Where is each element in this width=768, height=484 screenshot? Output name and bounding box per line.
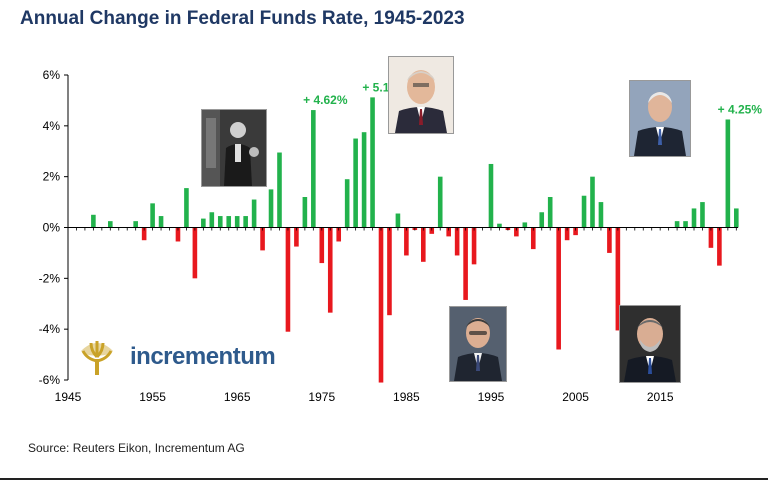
bar-1972 bbox=[294, 227, 299, 247]
bar-1988 bbox=[429, 227, 435, 234]
data-label: + 4.25% bbox=[718, 102, 763, 116]
bar-1979 bbox=[353, 138, 358, 228]
bar-2022 bbox=[717, 227, 722, 266]
chart-title: Annual Change in Federal Funds Rate, 194… bbox=[20, 8, 465, 29]
bar-1974 bbox=[311, 110, 316, 228]
portrait-greenspan-photo bbox=[449, 306, 507, 382]
bar-1963 bbox=[217, 216, 223, 228]
tree-icon bbox=[77, 337, 117, 377]
bar-1969 bbox=[268, 189, 274, 228]
x-tick-label: 1975 bbox=[308, 390, 335, 404]
bar-1985 bbox=[404, 227, 409, 256]
bar-1948 bbox=[91, 214, 96, 228]
brand-name: incrementum bbox=[130, 343, 276, 370]
bars-group bbox=[91, 97, 739, 383]
bar-1990 bbox=[446, 227, 451, 237]
bar-1973 bbox=[302, 197, 308, 228]
bar-1970 bbox=[277, 152, 282, 228]
bar-1991 bbox=[454, 227, 460, 256]
bar-1984 bbox=[395, 213, 401, 228]
bar-2019 bbox=[691, 208, 697, 228]
bar-1962 bbox=[209, 212, 215, 228]
bar-2001 bbox=[539, 212, 545, 228]
data-label: + 4.62% bbox=[303, 93, 348, 107]
bar-1977 bbox=[336, 227, 342, 242]
bar-1998 bbox=[514, 227, 519, 237]
bar-2007 bbox=[590, 176, 595, 228]
bar-2020 bbox=[700, 202, 705, 228]
bar-1954 bbox=[141, 227, 147, 241]
bar-1982 bbox=[378, 227, 384, 383]
bar-1956 bbox=[158, 216, 164, 228]
y-tick-label: 2% bbox=[43, 170, 61, 184]
x-tick-label: 2015 bbox=[647, 390, 674, 404]
bar-1993 bbox=[471, 227, 477, 265]
x-tick-label: 1955 bbox=[139, 390, 166, 404]
bar-1989 bbox=[437, 176, 443, 228]
bar-1950 bbox=[108, 221, 113, 228]
bar-2006 bbox=[581, 195, 587, 228]
y-tick-label: 4% bbox=[43, 119, 61, 133]
bar-1961 bbox=[201, 218, 206, 228]
bar-2017 bbox=[674, 221, 680, 228]
portrait-bernanke-photo bbox=[619, 305, 681, 383]
bar-2018 bbox=[683, 221, 688, 228]
bar-1978 bbox=[344, 179, 350, 228]
bar-1964 bbox=[226, 216, 232, 228]
bar-1995 bbox=[488, 163, 494, 228]
y-tick-label: -6% bbox=[39, 373, 61, 387]
bar-1967 bbox=[251, 199, 257, 228]
bar-2023 bbox=[725, 119, 731, 228]
bar-1960 bbox=[192, 227, 198, 279]
bar-1983 bbox=[387, 227, 392, 316]
bar-2009 bbox=[607, 227, 612, 253]
portrait-1960s-chair-photo bbox=[201, 109, 267, 187]
x-tick-label: 1965 bbox=[224, 390, 251, 404]
bar-2000 bbox=[530, 227, 536, 250]
bar-2021 bbox=[708, 227, 714, 248]
source-note: Source: Reuters Eikon, Incrementum AG bbox=[28, 441, 245, 455]
bar-2010 bbox=[615, 227, 621, 331]
portrait-powell-photo bbox=[629, 80, 691, 157]
bar-1955 bbox=[150, 203, 155, 228]
bar-1958 bbox=[175, 227, 181, 242]
bar-1968 bbox=[260, 227, 265, 251]
y-tick-label: 0% bbox=[43, 221, 61, 235]
bar-1976 bbox=[327, 227, 333, 313]
x-tick-label: 1985 bbox=[393, 390, 420, 404]
bar-2003 bbox=[556, 227, 561, 350]
axes-group bbox=[64, 74, 738, 381]
bar-1981 bbox=[370, 97, 375, 228]
bar-1965 bbox=[234, 216, 240, 228]
bar-2024 bbox=[734, 208, 739, 228]
y-tick-label: -2% bbox=[39, 271, 61, 285]
y-tick-label: -4% bbox=[39, 322, 61, 336]
x-tick-label: 1995 bbox=[478, 390, 505, 404]
bar-1999 bbox=[522, 222, 528, 228]
bar-1953 bbox=[133, 221, 138, 228]
bar-1959 bbox=[184, 188, 189, 228]
portrait-volcker-photo bbox=[388, 56, 454, 134]
bar-2005 bbox=[573, 227, 578, 236]
bar-2004 bbox=[564, 227, 570, 241]
bar-1966 bbox=[243, 216, 248, 228]
y-tick-label: 6% bbox=[43, 68, 61, 82]
bottom-divider bbox=[0, 478, 768, 480]
bar-2002 bbox=[547, 197, 553, 228]
bar-1980 bbox=[361, 132, 367, 228]
x-tick-label: 1945 bbox=[55, 390, 82, 404]
x-tick-label: 2005 bbox=[562, 390, 589, 404]
bar-2008 bbox=[598, 202, 604, 228]
bar-1992 bbox=[463, 227, 468, 300]
bar-1975 bbox=[319, 227, 325, 264]
bar-1971 bbox=[285, 227, 291, 332]
bar-1987 bbox=[421, 227, 426, 262]
bar-1996 bbox=[497, 223, 502, 228]
